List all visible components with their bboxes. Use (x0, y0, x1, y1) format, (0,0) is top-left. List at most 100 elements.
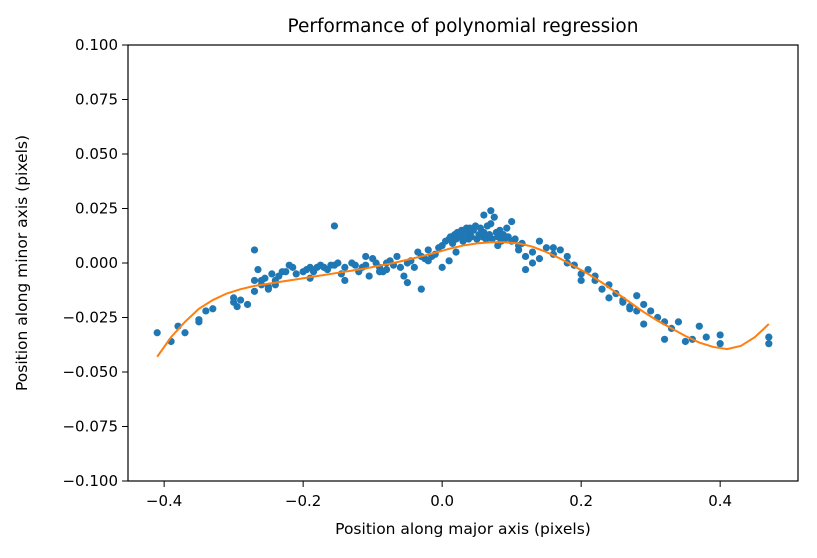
scatter-point (264, 285, 272, 293)
scatter-point (362, 261, 370, 269)
x-tick-label: 0.4 (708, 492, 732, 510)
fit-line (156, 241, 770, 358)
scatter-point (681, 337, 690, 346)
scatter-point (716, 331, 724, 339)
scatter-point (362, 252, 370, 261)
scatter-point (382, 265, 391, 274)
scatter-point (647, 307, 655, 315)
scatter-point (584, 265, 592, 274)
scatter-point (438, 263, 446, 271)
scatter-point (334, 259, 342, 267)
y-tick-label: 0.100 (75, 36, 118, 54)
scatter-point (396, 263, 405, 271)
scatter-point (535, 237, 544, 245)
y-tick-label: −0.025 (62, 309, 118, 327)
x-axis-label: Position along major axis (pixels) (335, 520, 591, 538)
x-tick-label: 0.0 (430, 492, 454, 510)
scatter-point (268, 270, 276, 278)
scatter-point (424, 246, 432, 254)
scatter-point (292, 270, 300, 278)
scatter-point (640, 300, 648, 309)
axis-ticks: −0.4 −0.2 0.0 0.2 0.4 −0.100 −0.075 −0.050 −0.02… (62, 36, 732, 510)
scatter-point (467, 233, 475, 241)
scatter-point (542, 244, 551, 252)
scatter-point (480, 211, 488, 219)
scatter-point (503, 224, 511, 232)
scatter-point (480, 228, 488, 237)
scatter-point (528, 259, 537, 267)
scatter-point (626, 303, 634, 311)
scatter-point (605, 294, 613, 302)
scatter-point (765, 340, 773, 348)
scatter-point (556, 246, 564, 254)
plot-frame (127, 44, 799, 482)
scatter-point (466, 224, 474, 232)
scatter-point (250, 287, 259, 295)
scatter-point (243, 300, 252, 309)
x-tick-label: 0.2 (569, 492, 593, 510)
scatter-point (702, 333, 710, 341)
scatter-point (195, 318, 203, 326)
scatter-point (424, 257, 432, 265)
scatter-point (487, 220, 495, 228)
scatter-point (488, 235, 496, 243)
scatter-point (375, 268, 384, 276)
scatter-point (633, 292, 641, 300)
y-tick-label: 0.050 (75, 145, 118, 163)
scatter-point (181, 329, 189, 337)
scatter-point (549, 244, 557, 252)
scatter-point (445, 257, 453, 265)
x-tick-label: −0.4 (146, 492, 182, 510)
scatter-point (250, 246, 259, 254)
scatter-point (393, 252, 401, 261)
scatter-point (511, 235, 519, 243)
y-tick-label: 0.000 (75, 254, 118, 272)
scatter-point (521, 252, 530, 261)
scatter-point (535, 255, 544, 263)
scatter-point (330, 222, 339, 230)
scatter-point (765, 333, 773, 341)
scatter-point (254, 265, 262, 274)
scatter-point (487, 207, 495, 215)
scatter-point (341, 276, 349, 285)
scatter-point (209, 305, 217, 313)
scatter-point (695, 322, 703, 330)
scatter-point (494, 241, 502, 250)
scatter-point (640, 320, 648, 328)
scatter-point (250, 276, 259, 285)
y-axis-label: Position along minor axis (pixels) (13, 135, 31, 391)
scatter-point (400, 272, 408, 280)
scatter-point (528, 248, 537, 256)
scatter-point (365, 272, 373, 280)
scatter-point (261, 274, 269, 282)
scatter-point (403, 279, 411, 287)
scatter-point (508, 217, 516, 226)
scatter-point (341, 263, 349, 271)
scatter-point (289, 263, 297, 271)
scatter-point (410, 263, 418, 271)
scatter-point (577, 276, 585, 285)
scatter-point (351, 261, 359, 269)
scatter-point (282, 268, 290, 276)
scatter-point (619, 298, 627, 306)
scatter-point (674, 318, 683, 326)
scatter-point (598, 285, 606, 293)
scatter-point (236, 296, 245, 304)
scatter-point (202, 307, 210, 315)
scatter-point (563, 252, 571, 261)
y-tick-label: 0.075 (75, 91, 118, 109)
scatter-point (417, 285, 425, 293)
y-tick-label: 0.025 (75, 200, 118, 218)
scatter-point (459, 237, 467, 245)
y-tick-label: −0.050 (62, 363, 118, 381)
scatter-point (233, 303, 241, 311)
scatter-point (452, 248, 460, 256)
scatter-point (660, 335, 669, 343)
plot-area (153, 207, 773, 358)
scatter-point (521, 265, 530, 274)
scatter-point (716, 340, 724, 348)
x-tick-label: −0.2 (285, 492, 321, 510)
chart-title: Performance of polynomial regression (288, 16, 639, 37)
scatter-point (490, 213, 498, 221)
